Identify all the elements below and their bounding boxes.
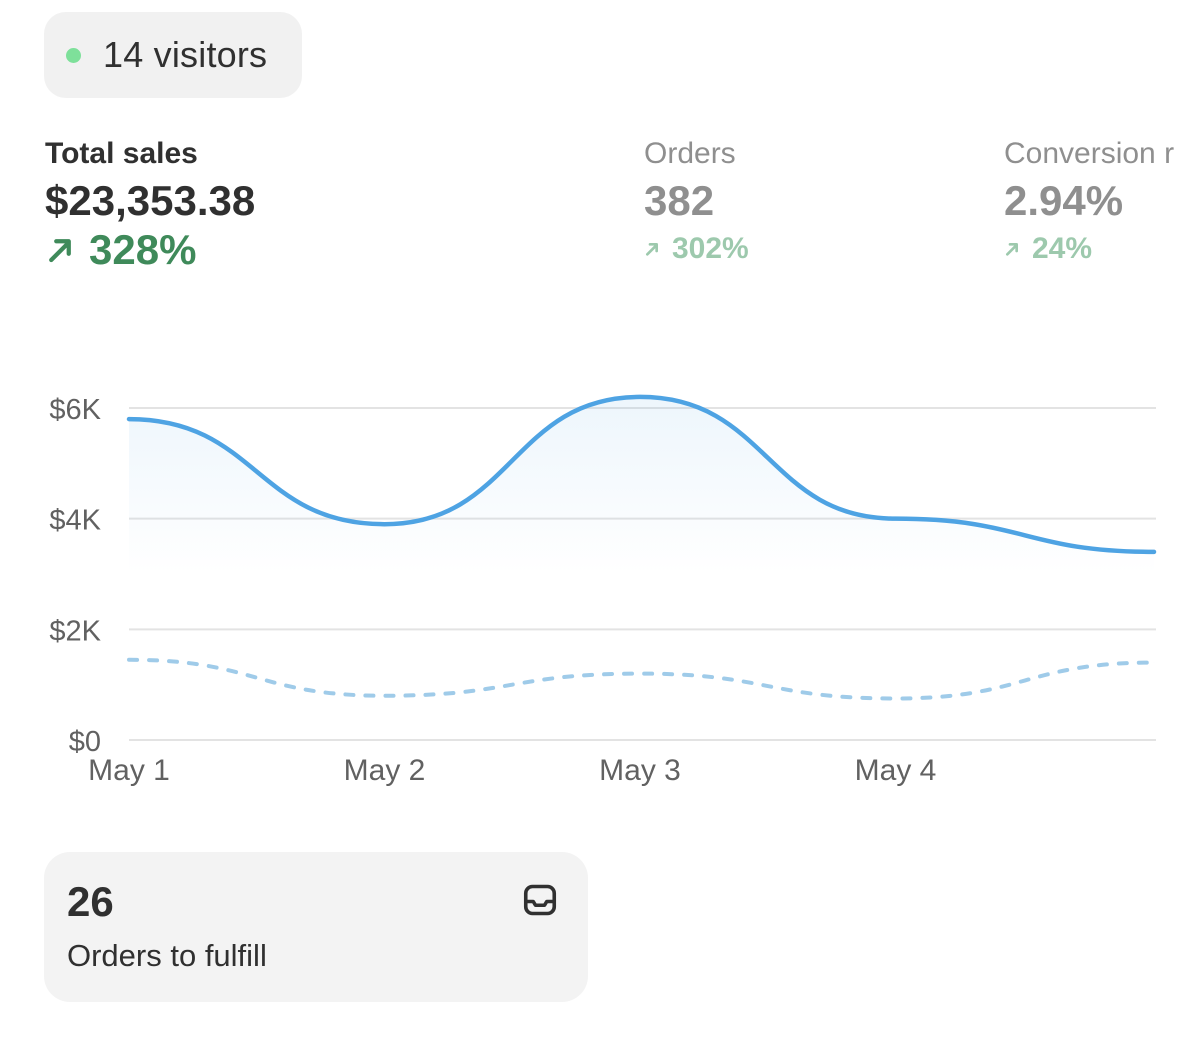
metric-change-value: 24%	[1032, 232, 1093, 265]
metric-label: Total sales	[45, 137, 198, 170]
visitors-count: 14 visitors	[103, 34, 268, 75]
y-tick-label: $2K	[49, 615, 101, 647]
live-visitors-badge[interactable]: 14 visitors	[44, 12, 302, 98]
metric-value: 2.94%	[1004, 177, 1124, 224]
current-series-line[interactable]	[126, 394, 1157, 555]
metric-change: 302%	[644, 230, 749, 268]
metric-conversion-rate[interactable]: Conversion r 2.94% 24%	[1004, 136, 1174, 268]
orders-to-fulfill-card[interactable]: 26 Orders to fulfill	[44, 852, 588, 1002]
comparison-series-line[interactable]	[127, 657, 1156, 701]
sales-line-chart[interactable]: $0 $2K $4K $6K May 1 May 2 May 3 May 4	[0, 360, 1200, 800]
metric-change-value: 328%	[89, 226, 197, 273]
y-tick-label: $6K	[49, 394, 101, 426]
inbox-icon	[523, 884, 557, 916]
trend-up-arrow-icon	[646, 243, 658, 256]
fulfill-label: Orders to fulfill	[67, 938, 267, 973]
series-area-fill	[129, 396, 1154, 574]
x-tick-label: May 4	[855, 754, 937, 787]
x-tick-label: May 2	[344, 754, 426, 787]
y-tick-label: $0	[69, 726, 101, 758]
metric-value: 382	[644, 177, 715, 224]
trend-up-arrow-icon	[49, 239, 71, 263]
metric-change: 24%	[1004, 230, 1174, 268]
metric-total-sales[interactable]: Total sales $23,353.38 328%	[45, 136, 255, 274]
live-status-dot	[66, 47, 81, 63]
trend-up-arrow-icon	[1006, 243, 1018, 256]
metric-label: Orders	[644, 137, 736, 170]
metric-value: $23,353.38	[45, 177, 256, 224]
y-tick-label: $4K	[49, 505, 101, 537]
fulfill-count: 26	[67, 878, 114, 925]
metric-label: Conversion r	[1004, 137, 1175, 170]
metric-orders[interactable]: Orders 382 302%	[644, 136, 749, 268]
x-tick-label: May 3	[599, 754, 681, 787]
x-tick-label: May 1	[88, 754, 170, 787]
metric-change-value: 302%	[672, 232, 749, 265]
metric-change: 328%	[45, 226, 255, 274]
